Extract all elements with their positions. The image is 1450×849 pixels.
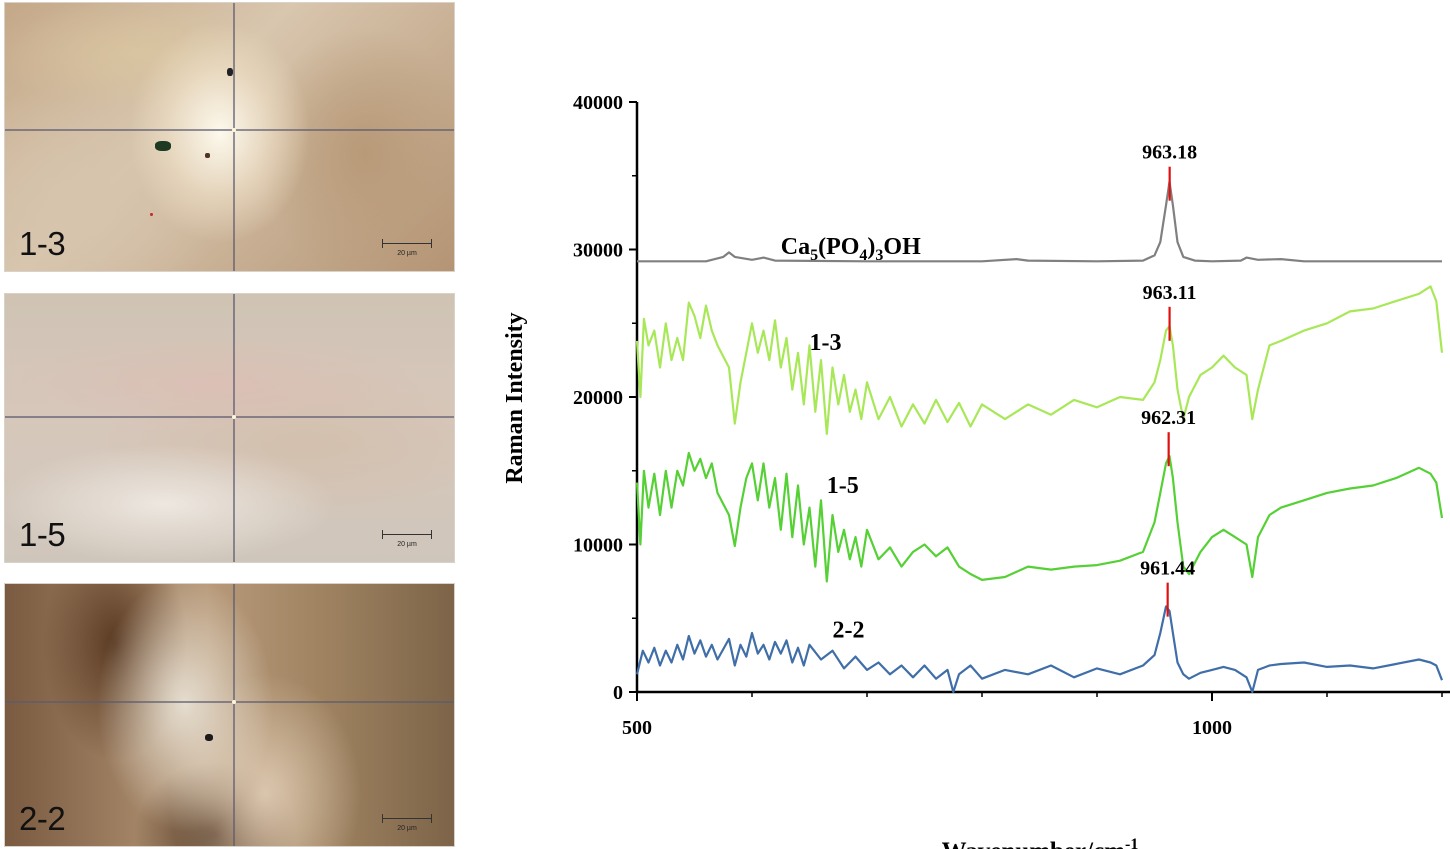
dark-particle (205, 846, 212, 847)
micrograph-1-3: 20 µm 1-3 (4, 2, 455, 272)
dark-particle (155, 141, 171, 151)
peak-label: 961.44 (1140, 558, 1195, 580)
scale-bar: 20 µm (382, 239, 432, 257)
x-axis-label: Wavenumber/cm-1 (942, 836, 1139, 849)
dark-particle (205, 153, 210, 158)
y-tick-label: 40000 (573, 92, 623, 114)
crosshair-center (232, 415, 236, 419)
series-annotation: 1-5 (827, 473, 859, 499)
x-tick-label: 500 (622, 717, 652, 739)
series-layer (635, 180, 1444, 694)
peak-label: 963.11 (1143, 282, 1197, 304)
sample-label: 1-3 (19, 225, 66, 262)
micrograph-1-5: 20 µm 1-5 (4, 293, 455, 563)
y-tick-label: 20000 (573, 387, 623, 409)
series-line-1-5 (635, 451, 1444, 583)
annotations: Ca5(PO4)3OH 1-3 1-5 2-2 (781, 234, 921, 643)
series-annotation: Ca5(PO4)3OH (781, 234, 921, 264)
series-line-ca5-po4-3oh (637, 180, 1442, 263)
axes: 0 10000 20000 30000 40000 500 1000 (573, 92, 1450, 739)
series-annotation: 1-3 (810, 330, 842, 356)
y-tick-label: 0 (613, 682, 623, 704)
micrograph-2-2: 20 µm 2-2 (4, 583, 455, 847)
crosshair-center (232, 700, 236, 704)
peak-markers: 963.18 963.11 962.31 961.44 (1140, 142, 1197, 617)
dark-particle (205, 734, 213, 741)
series-line-1-3 (635, 285, 1444, 435)
crosshair-horizontal (5, 701, 454, 703)
crosshair-center (232, 128, 236, 132)
scale-bar: 20 µm (382, 530, 432, 548)
crosshair-horizontal (5, 416, 454, 418)
red-particle (150, 213, 153, 216)
crosshair-horizontal (5, 129, 454, 131)
y-tick-label: 10000 (573, 535, 623, 557)
scale-bar: 20 µm (382, 814, 432, 832)
x-tick-label: 1000 (1192, 717, 1232, 739)
series-annotation: 2-2 (833, 617, 865, 643)
crosshair-vertical (233, 584, 235, 846)
series-line-2-2 (635, 605, 1444, 694)
crosshair-vertical (233, 3, 235, 271)
peak-label: 962.31 (1141, 407, 1196, 429)
y-axis-label: Raman Intensity (502, 312, 528, 483)
dark-particle (227, 68, 233, 76)
peak-label: 963.18 (1142, 142, 1197, 164)
sample-label: 2-2 (19, 800, 66, 837)
y-tick-label: 30000 (573, 240, 623, 262)
sample-label: 1-5 (19, 516, 66, 553)
crosshair-vertical (233, 294, 235, 562)
